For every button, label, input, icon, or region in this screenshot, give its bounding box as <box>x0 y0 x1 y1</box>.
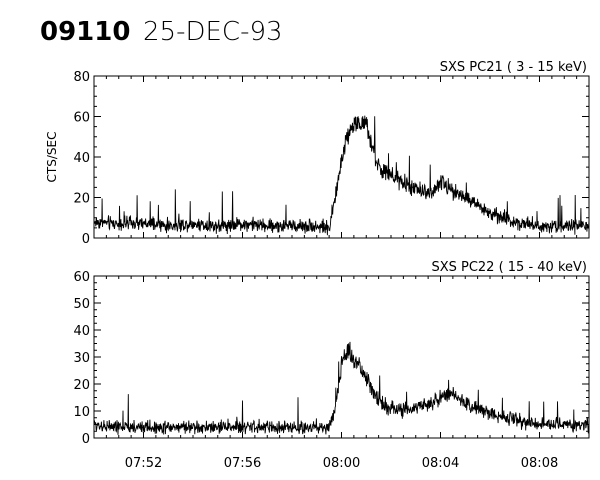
y-tick-label: 20 <box>73 192 90 207</box>
y-tick-label: 60 <box>73 270 90 285</box>
panel-pc21: 0 20 40 60 80 SXS PC21 ( 3 - 15 keV) CTS/SEC <box>45 60 590 247</box>
y-tick-label: 60 <box>73 111 90 126</box>
y-tick-label: 0 <box>82 432 90 447</box>
y-axis-label: CTS/SEC <box>45 132 59 183</box>
y-tick-label: 0 <box>82 232 90 247</box>
lightcurve-line-pc22 <box>93 341 590 435</box>
panel-pc22: 0 10 20 30 40 50 60 07:52 07:56 08:00 08:04 08:08 SX… <box>73 260 590 471</box>
event-id: 09110 <box>40 17 130 47</box>
x-tick-label: 08:04 <box>422 456 459 471</box>
lightcurve-line-pc21 <box>93 115 590 236</box>
y-tick-label: 40 <box>73 151 90 166</box>
y-tick-label: 50 <box>73 297 90 312</box>
y-tick-label: 40 <box>73 324 90 339</box>
y-tick-label: 30 <box>73 351 90 366</box>
y-tick-label: 80 <box>73 70 90 85</box>
y-tick-label: 10 <box>73 405 90 420</box>
panel-title-pc22: SXS PC22 ( 15 - 40 keV) <box>431 260 587 275</box>
x-tick-label: 08:08 <box>521 456 558 471</box>
x-tick-label: 07:56 <box>224 456 261 471</box>
y-tick-label: 20 <box>73 378 90 393</box>
x-tick-label: 07:52 <box>125 456 162 471</box>
event-date: 25-DEC-93 <box>143 17 283 47</box>
panel-title-pc21: SXS PC21 ( 3 - 15 keV) <box>440 60 587 75</box>
x-tick-label: 08:00 <box>323 456 360 471</box>
